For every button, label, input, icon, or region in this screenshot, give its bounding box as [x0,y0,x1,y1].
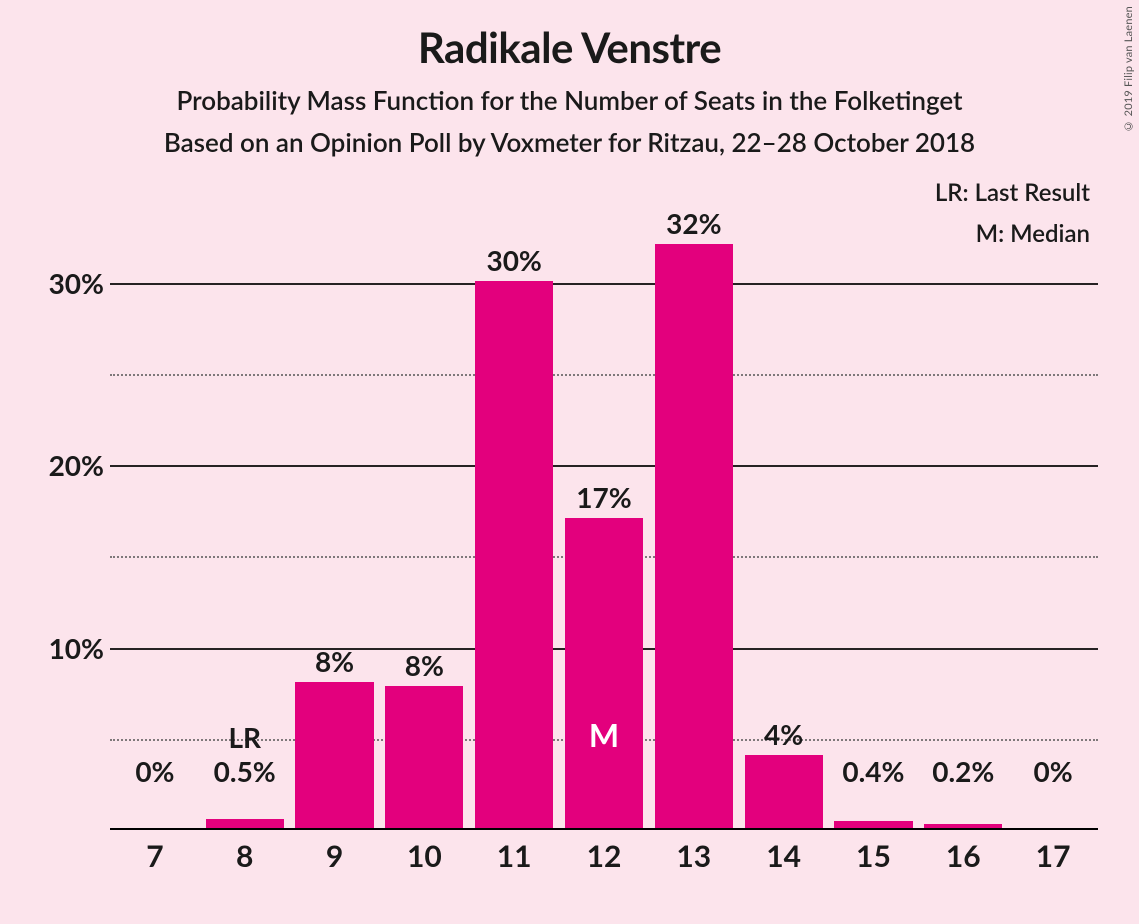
bar-value-label: 0.2% [932,754,994,788]
legend-last-result: LR: Last Result [935,174,1090,211]
gridline-major [110,283,1098,285]
bar-value-label: 0% [135,754,174,788]
x-axis-tick-label: 9 [326,838,343,874]
x-axis-tick-label: 13 [676,838,711,874]
x-axis-tick-label: 11 [497,838,532,874]
bar [206,819,284,828]
bar-value-label: 0% [1033,754,1072,788]
x-axis-tick-label: 14 [766,838,801,874]
bar [655,244,733,828]
gridline-major [110,465,1098,467]
bar [924,824,1002,828]
x-axis-tick-label: 17 [1036,838,1071,874]
x-axis-tick-label: 12 [587,838,622,874]
last-result-marker: LR [228,720,261,754]
bar-value-label: 0.5% [214,754,276,788]
bar-value-label: 30% [486,243,541,277]
bar [565,518,643,828]
copyright-text: © 2019 Filip van Laenen [1122,6,1135,133]
chart-subtitle-2: Based on an Opinion Poll by Voxmeter for… [0,126,1139,158]
median-marker: M [589,715,619,754]
y-axis-tick-label: 20% [49,448,104,482]
bar-value-label: 8% [405,648,444,682]
bar [475,281,553,828]
bar [745,755,823,828]
x-axis-tick-label: 7 [146,838,163,874]
title-block: Radikale Venstre Probability Mass Functi… [0,0,1139,158]
bar-value-label: 17% [576,480,631,514]
x-axis-tick-label: 8 [236,838,253,874]
bar [834,821,912,828]
bar-value-label: 32% [666,206,721,240]
x-axis-tick-label: 15 [856,838,891,874]
bar-value-label: 4% [764,717,803,751]
x-axis-tick-label: 16 [946,838,981,874]
gridline-minor [110,374,1098,376]
chart-subtitle-1: Probability Mass Function for the Number… [0,84,1139,116]
y-axis-tick-label: 30% [49,266,104,300]
x-axis-tick-label: 10 [407,838,442,874]
plot-area: LR: Last Result M: Median 10%20%30%0%70.… [110,210,1098,830]
bar-value-label: 0.4% [842,754,904,788]
chart-title: Radikale Venstre [0,22,1139,72]
y-axis-tick-label: 10% [49,631,104,665]
bar [385,686,463,828]
bar [295,682,373,828]
bar-value-label: 8% [315,644,354,678]
